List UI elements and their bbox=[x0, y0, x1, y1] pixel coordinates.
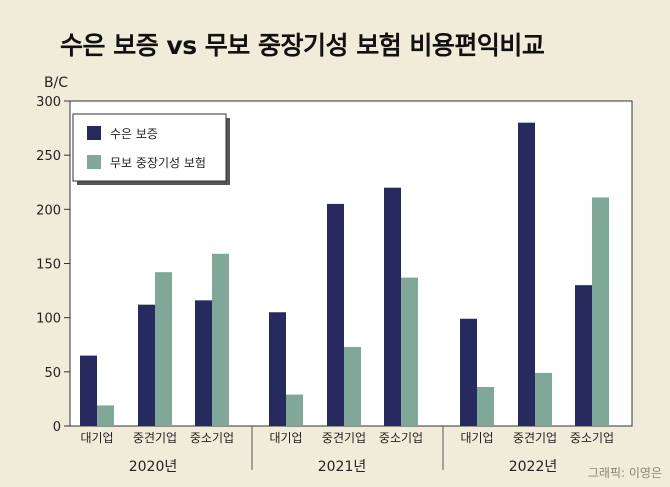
legend-swatch-1 bbox=[87, 155, 101, 169]
bar-suneun-1-2 bbox=[384, 187, 401, 426]
y-tick-label: 0 bbox=[53, 420, 61, 435]
bar-suneun-1-1 bbox=[327, 203, 344, 426]
x-tick-label: 대기업 bbox=[269, 431, 302, 445]
x-tick-label: 중소기업 bbox=[190, 431, 234, 445]
legend: 수은 보증 무보 중장기성 보험 bbox=[72, 113, 230, 185]
x-tick-label: 중견기업 bbox=[322, 431, 366, 445]
y-tick-label: 300 bbox=[36, 95, 61, 110]
bar-suneun-2-1 bbox=[518, 122, 535, 427]
legend-label-0: 수은 보증 bbox=[110, 127, 158, 141]
bar-suneun-2-0 bbox=[460, 318, 477, 426]
credit-text: 그래픽: 이영은 bbox=[587, 466, 662, 480]
bar-suneun-0-1 bbox=[138, 304, 155, 426]
x-tick-label: 중소기업 bbox=[379, 431, 423, 445]
bar-suneun-1-0 bbox=[269, 312, 286, 426]
y-axis-label: B/C bbox=[44, 75, 68, 91]
y-tick-label: 100 bbox=[36, 312, 61, 327]
bar-mubo-2-2 bbox=[592, 197, 609, 426]
bar-mubo-2-0 bbox=[477, 387, 494, 426]
y-tick-label: 250 bbox=[36, 149, 61, 164]
legend-label-1: 무보 중장기성 보험 bbox=[110, 156, 206, 170]
bar-suneun-0-0 bbox=[80, 355, 97, 426]
chart-title: 수은 보증 vs 무보 중장기성 보험 비용편익비교 bbox=[60, 31, 545, 60]
legend-box bbox=[72, 113, 227, 182]
bar-suneun-2-2 bbox=[575, 285, 592, 426]
x-tick-label: 중소기업 bbox=[570, 431, 614, 445]
y-tick-label: 50 bbox=[44, 366, 61, 381]
bar-mubo-1-0 bbox=[286, 394, 303, 426]
bar-mubo-2-1 bbox=[535, 372, 552, 426]
group-label: 2022년 bbox=[509, 459, 558, 475]
bar-mubo-1-2 bbox=[401, 277, 418, 426]
bar-mubo-1-1 bbox=[344, 346, 361, 426]
bar-mubo-0-2 bbox=[212, 253, 229, 426]
bar-mubo-0-0 bbox=[97, 405, 114, 426]
bar-mubo-0-1 bbox=[155, 272, 172, 426]
x-tick-label: 대기업 bbox=[80, 431, 113, 445]
x-tick-label: 중견기업 bbox=[133, 431, 177, 445]
bar-suneun-0-2 bbox=[195, 300, 212, 426]
group-label: 2021년 bbox=[318, 459, 367, 475]
legend-swatch-0 bbox=[87, 126, 101, 140]
group-label: 2020년 bbox=[129, 459, 178, 475]
y-tick-label: 150 bbox=[36, 258, 61, 273]
x-tick-label: 대기업 bbox=[460, 431, 493, 445]
x-tick-label: 중견기업 bbox=[513, 431, 557, 445]
y-tick-label: 200 bbox=[36, 203, 61, 218]
